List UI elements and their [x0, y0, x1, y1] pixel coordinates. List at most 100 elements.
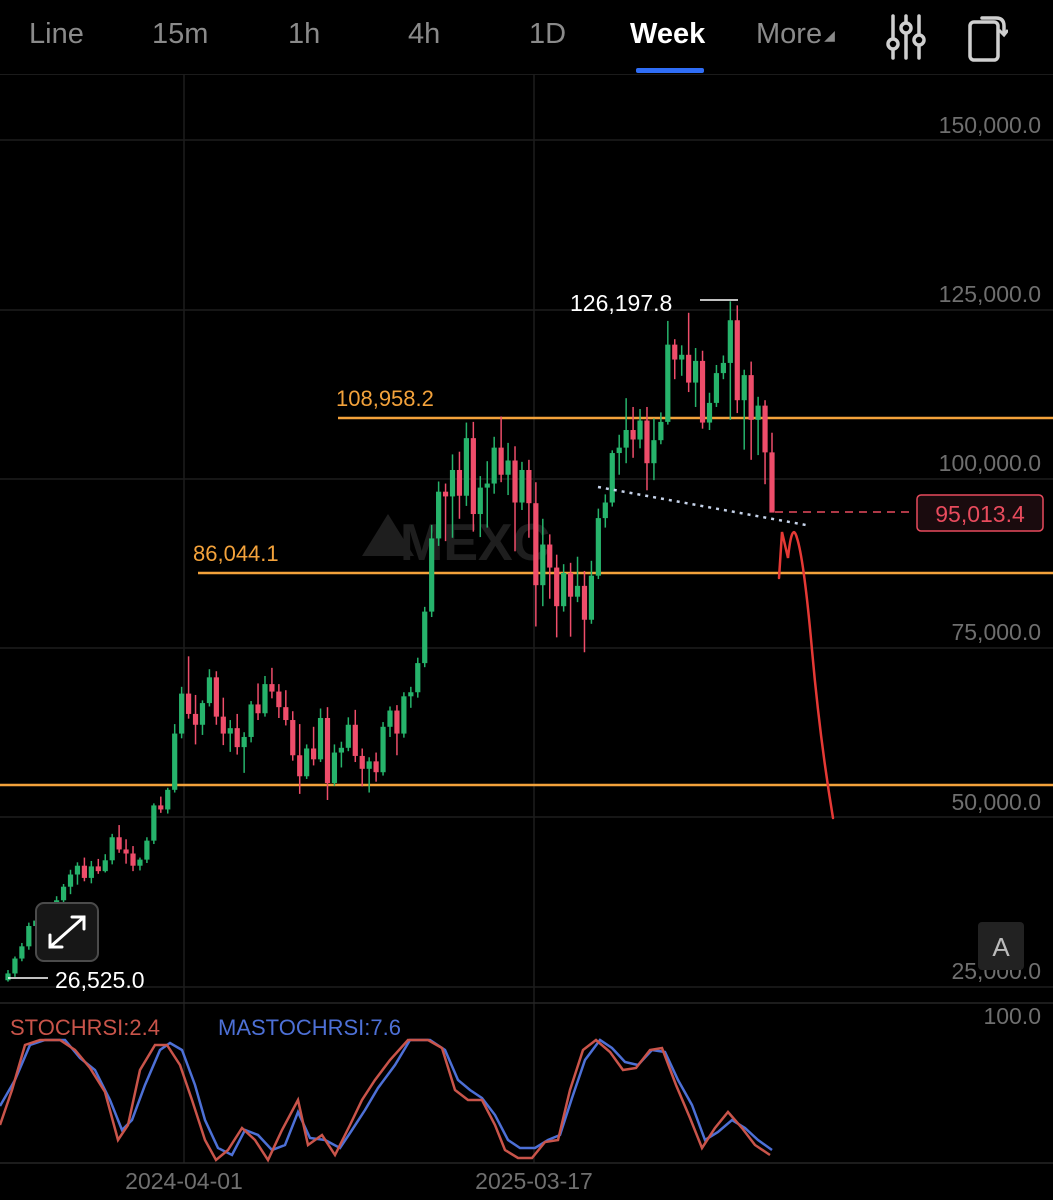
candle-body — [623, 430, 629, 448]
drawn-projection-path[interactable] — [777, 531, 835, 820]
candle-body — [540, 544, 546, 586]
candle-body — [67, 874, 74, 887]
candle-body — [380, 726, 386, 773]
candle-body — [533, 503, 539, 586]
candle-body — [144, 840, 150, 860]
candle-body — [352, 724, 358, 756]
candle-body — [699, 360, 706, 423]
candle-body — [394, 710, 400, 734]
candle-body — [269, 684, 275, 692]
candle-body — [491, 447, 497, 484]
autoscale-button[interactable]: A — [978, 922, 1024, 970]
indicator-settings-icon[interactable] — [884, 12, 928, 62]
tab-week[interactable]: Week — [630, 18, 706, 50]
candle-body — [60, 886, 67, 901]
candle-body — [609, 453, 615, 503]
candle-body — [463, 438, 469, 496]
candle-body — [345, 724, 351, 748]
candle-body — [109, 837, 115, 861]
candle-body — [498, 447, 504, 475]
tab-15m[interactable]: 15m — [152, 18, 209, 50]
candle-body — [706, 402, 713, 423]
candle-body — [220, 716, 226, 734]
price-tick: 125,000.0 — [939, 281, 1041, 307]
candle-body — [651, 440, 657, 464]
candle-body — [331, 752, 338, 784]
candle-body — [442, 491, 449, 497]
candle-body — [713, 373, 720, 403]
low-price-label: 26,525.0 — [55, 967, 145, 993]
dotted-trendline[interactable] — [597, 485, 807, 527]
candle-body — [12, 958, 18, 974]
candle-body — [213, 677, 219, 717]
candle-body — [297, 755, 303, 777]
stochrsi-label: STOCHRSI:2.4 — [10, 1015, 160, 1040]
candle-body — [401, 696, 407, 734]
rotate-screen-icon[interactable] — [964, 12, 1008, 62]
candle-body — [505, 460, 511, 475]
time-tick: 2024-04-01 — [125, 1168, 243, 1194]
candle-body — [179, 693, 185, 734]
tab-1d[interactable]: 1D — [529, 18, 567, 50]
candle-body — [151, 805, 157, 841]
candle-body — [686, 354, 692, 383]
candle-body — [734, 320, 740, 401]
candle-body — [373, 761, 379, 773]
candle-body — [234, 728, 240, 748]
candle-body — [561, 572, 567, 607]
candle-body — [5, 973, 11, 981]
mastochrsi-line — [0, 1038, 773, 1157]
candle-body — [137, 859, 143, 866]
stochrsi-line — [0, 1038, 771, 1163]
candle-body — [241, 736, 247, 748]
candle-body — [130, 853, 136, 866]
expand-arrows-icon — [48, 915, 86, 949]
candle-body — [741, 375, 747, 401]
candle-body — [449, 469, 456, 497]
candle-body — [172, 733, 178, 790]
candle-body — [366, 761, 372, 769]
candle-body — [248, 704, 254, 737]
resistance-level-label: 108,958.2 — [336, 386, 434, 411]
candle-body — [567, 572, 574, 597]
expand-chart-button[interactable] — [35, 902, 99, 962]
candle-body — [359, 755, 365, 769]
candle-body — [408, 692, 414, 697]
candle-body — [102, 860, 108, 872]
candle-body — [26, 926, 32, 947]
high-price-label: 126,197.8 — [570, 290, 672, 316]
price-tick: 50,000.0 — [951, 789, 1041, 815]
candle-body — [720, 362, 726, 374]
candle-body — [317, 717, 324, 760]
candle-body — [727, 320, 733, 363]
support-level-label: 86,044.1 — [193, 541, 279, 566]
candle-body — [769, 452, 775, 513]
candle-body — [185, 693, 192, 714]
tab-1h[interactable]: 1h — [288, 18, 321, 50]
candle-body — [554, 567, 560, 607]
timeframe-toolbar: Line 15m 1h 4h 1D Week More ◢ — [0, 0, 1053, 75]
candle-body — [644, 420, 650, 464]
candle-body — [755, 405, 761, 420]
candle-body — [415, 663, 421, 693]
candle-body — [19, 946, 25, 959]
tab-4h[interactable]: 4h — [408, 18, 441, 50]
tab-more[interactable]: More ◢ — [756, 18, 835, 51]
candlestick-series — [5, 301, 775, 982]
caret-down-icon: ◢ — [824, 26, 835, 43]
price-axis: 150,000.0 125,000.0 100,000.0 75,000.0 5… — [939, 112, 1041, 984]
candle-body — [526, 469, 532, 504]
candle-body — [192, 713, 199, 725]
candle-body — [665, 344, 671, 422]
tab-line[interactable]: Line — [29, 18, 84, 50]
candle-body — [748, 375, 754, 420]
candle-body — [477, 487, 483, 515]
price-chart[interactable]: MEXC 108,958.2 86,044.1 95,013.4 126,197… — [0, 74, 1053, 1200]
candle-body — [324, 717, 331, 784]
candle-body — [512, 460, 518, 503]
active-tab-indicator — [636, 68, 704, 73]
candle-body — [470, 438, 476, 515]
candle-body — [276, 691, 282, 708]
candle-body — [283, 707, 289, 721]
svg-text:MEXC: MEXC — [400, 514, 550, 572]
